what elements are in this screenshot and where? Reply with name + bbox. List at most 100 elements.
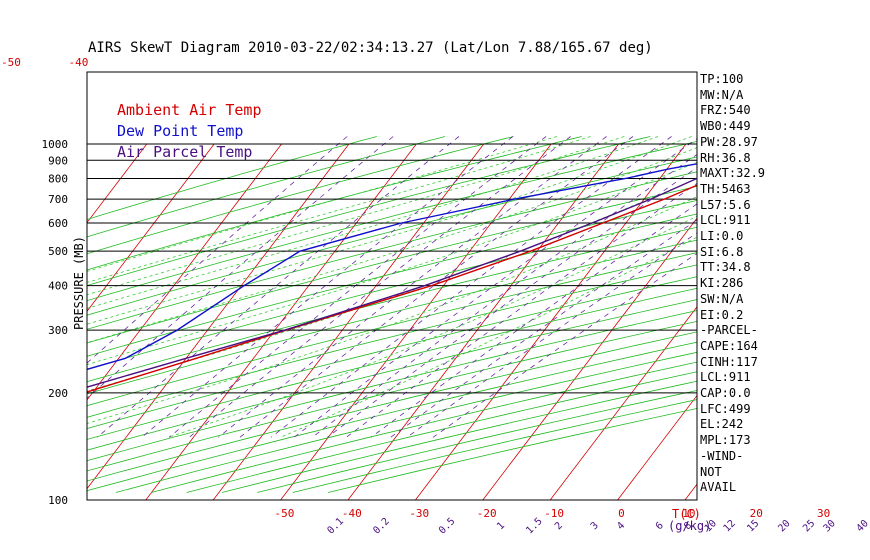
bottom-temp-tick-label: -40 — [342, 507, 362, 520]
isotherm-line — [87, 143, 282, 401]
dry-adiabat-line — [87, 136, 514, 255]
index-item: MPL:173 — [700, 433, 751, 448]
mixing-ratio-label: 3 — [589, 520, 601, 532]
legend-dew-point-temp: Dew Point Temp — [117, 122, 244, 140]
dry-adiabat-line — [87, 310, 697, 462]
index-item: -WIND- — [700, 448, 744, 463]
index-item: CAP:0.0 — [700, 386, 751, 401]
dry-adiabat-line — [87, 185, 697, 344]
index-item: WB0:449 — [700, 119, 751, 134]
index-item: CINH:117 — [700, 354, 758, 369]
index-item: SW:N/A — [700, 291, 744, 306]
index-item: -PARCEL- — [700, 323, 758, 338]
index-item: LI:0.0 — [700, 229, 744, 244]
mixing-ratio-label: 15 — [745, 518, 761, 534]
index-item: RH:36.8 — [700, 150, 751, 165]
isotherm-line — [145, 143, 417, 500]
dry-adiabat-line — [87, 331, 697, 482]
mixing-ratio-label: 0.2 — [371, 516, 392, 537]
mixing-ratio-label: 6 — [654, 520, 666, 532]
pressure-tick-label: 300 — [48, 324, 68, 337]
pressure-tick-label: 400 — [48, 280, 68, 293]
pressure-tick-label: 1000 — [42, 138, 69, 151]
index-item: LCL:911 — [700, 370, 751, 385]
index-item: PW:28.97 — [700, 134, 758, 149]
mixing-ratio-line — [141, 136, 514, 438]
isotherm-line — [482, 217, 697, 500]
index-item: L57:5.6 — [700, 197, 751, 212]
dry-adiabat-line — [87, 136, 651, 286]
mixing-ratio-label: 0.5 — [437, 516, 458, 537]
mixing-ratio-label: 30 — [822, 518, 838, 534]
grid-lines — [0, 136, 697, 500]
index-item: AVAIL — [700, 480, 737, 495]
y-axis-label: PRESSURE (MB) — [72, 236, 86, 330]
index-item: MW:N/A — [700, 87, 744, 102]
dry-adiabat-line — [87, 299, 697, 451]
mixing-ratio-label: 25 — [801, 518, 817, 534]
series-line-ambient-air-temp — [87, 184, 697, 393]
mixing-ratio-label: 12 — [722, 518, 738, 534]
bottom-temp-tick-label: -30 — [409, 507, 429, 520]
dry-adiabat-line — [87, 239, 697, 395]
mixing-ratio-line — [239, 136, 634, 438]
moist-adiabat-line — [87, 136, 659, 309]
mixing-ratio-label: 4 — [615, 520, 627, 532]
dry-adiabat-line — [87, 320, 697, 472]
bottom-temp-tick-label: 20 — [750, 507, 763, 520]
index-item: TH:5463 — [700, 181, 751, 196]
index-item: TT:34.8 — [700, 260, 751, 275]
dry-adiabat-line — [87, 264, 697, 418]
isotherm-line — [549, 306, 697, 500]
index-item: LCL:911 — [700, 213, 751, 228]
dry-adiabat-line — [87, 287, 697, 440]
mixing-ratio-label: 1 — [495, 520, 507, 532]
mixing-ratio-unit-label: (g/kg) — [668, 519, 711, 533]
mixing-ratio-label: 40 — [855, 518, 870, 534]
pressure-tick-label: 800 — [48, 172, 68, 185]
top-temp-tick-label: -50 — [1, 56, 21, 69]
legend-air-parcel-temp: Air Parcel Temp — [117, 143, 253, 161]
index-item: SI:6.8 — [700, 244, 744, 259]
dry-adiabat-line — [87, 226, 697, 383]
index-item: EI:0.2 — [700, 307, 744, 322]
dry-adiabat-line — [87, 140, 697, 302]
series-line-dew-point-temp — [87, 163, 697, 371]
isotherm-line — [87, 143, 148, 224]
stability-indices-panel: TP:100 MW:N/A FRZ:540 WB0:449 PW:28.97 RH:36.… — [700, 72, 866, 496]
moist-adiabat-line — [87, 136, 692, 325]
bottom-temp-tick-label: -20 — [477, 507, 497, 520]
bottom-temp-tick-label: 0 — [618, 507, 625, 520]
index-item: LFC:499 — [700, 401, 751, 416]
legend: Ambient Air Temp Dew Point Temp Air Parc… — [117, 100, 262, 163]
dry-adiabat-line — [87, 199, 697, 357]
dry-adiabat-line — [87, 276, 697, 429]
isotherm-line — [347, 143, 619, 500]
index-item: KI:286 — [700, 276, 744, 291]
dry-adiabat-line — [87, 136, 446, 238]
pressure-tick-label: 700 — [48, 193, 68, 206]
pressure-tick-label: 600 — [48, 217, 68, 230]
x-axis-label: T(C) — [672, 507, 701, 521]
mixing-ratio-line — [168, 136, 547, 438]
pressure-tick-label: 200 — [48, 387, 68, 400]
mixing-ratio-label: 1.5 — [524, 516, 545, 537]
legend-ambient-air-temp: Ambient Air Temp — [117, 101, 262, 119]
pressure-tick-label: 500 — [48, 245, 68, 258]
index-item: EL:242 — [700, 417, 744, 432]
mixing-ratio-label: 20 — [776, 518, 792, 534]
isotherm-line — [617, 394, 697, 500]
index-item: NOT — [700, 464, 722, 479]
dry-adiabat-line — [87, 252, 697, 407]
isotherm-line — [212, 143, 485, 500]
index-item: MAXT:32.9 — [700, 166, 766, 181]
isotherm-line — [87, 143, 215, 312]
dry-adiabat-line — [87, 171, 697, 330]
top-temp-tick-label: -40 — [68, 56, 88, 69]
isotherm-line — [0, 144, 12, 500]
bottom-temp-tick-label: -50 — [275, 507, 295, 520]
dry-adiabat-line — [87, 156, 697, 316]
bottom-temp-tick-label: 30 — [817, 507, 830, 520]
plot-frame — [86, 71, 698, 501]
moist-adiabat-line — [87, 178, 697, 392]
